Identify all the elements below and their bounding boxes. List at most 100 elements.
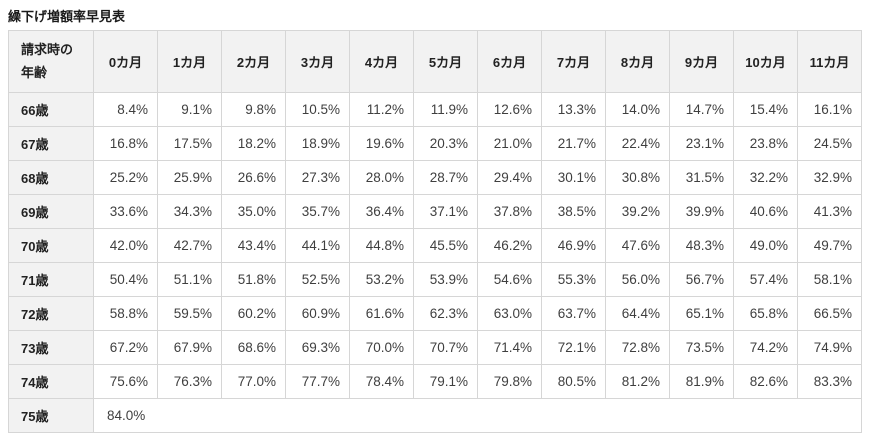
rate-cell: 79.8% xyxy=(477,364,542,399)
rate-cell: 69.3% xyxy=(285,330,350,365)
rate-cell: 44.8% xyxy=(349,228,414,263)
rate-cell: 43.4% xyxy=(221,228,286,263)
rate-cell: 32.2% xyxy=(733,160,798,195)
table-row: 71歳 50.4% 51.1% 51.8% 52.5% 53.2% 53.9% 54.6% 55… xyxy=(8,262,862,297)
rate-cell: 67.9% xyxy=(157,330,222,365)
age-column-header: 請求時の 年齢 xyxy=(8,30,94,93)
rate-cell: 18.2% xyxy=(221,126,286,161)
rate-cell: 56.7% xyxy=(669,262,734,297)
table-row: 73歳 67.2% 67.9% 68.6% 69.3% 70.0% 70.7% 71.4% 72… xyxy=(8,330,862,365)
rate-cell: 65.8% xyxy=(733,296,798,331)
rate-cell: 16.1% xyxy=(797,92,862,127)
month-header: 7カ月 xyxy=(541,30,606,93)
age-row-header: 69歳 xyxy=(8,194,94,229)
month-header: 0カ月 xyxy=(93,30,158,93)
age-row-header: 75歳 xyxy=(8,398,94,433)
month-header: 11カ月 xyxy=(797,30,862,93)
rate-cell: 79.1% xyxy=(413,364,478,399)
rate-cell: 22.4% xyxy=(605,126,670,161)
table-header-row: 請求時の 年齢 0カ月 1カ月 2カ月 3カ月 4カ月 5カ月 6カ月 7カ月 8カ月 9カ月 10… xyxy=(8,30,862,93)
rate-cell: 52.5% xyxy=(285,262,350,297)
rate-cell: 30.1% xyxy=(541,160,606,195)
rate-cell: 11.2% xyxy=(349,92,414,127)
rate-cell: 9.1% xyxy=(157,92,222,127)
rate-cell: 75.6% xyxy=(93,364,158,399)
rate-cell: 40.6% xyxy=(733,194,798,229)
rate-cell: 66.5% xyxy=(797,296,862,331)
rate-cell: 70.7% xyxy=(413,330,478,365)
rate-cell: 77.7% xyxy=(285,364,350,399)
rate-cell: 76.3% xyxy=(157,364,222,399)
table-head: 請求時の 年齢 0カ月 1カ月 2カ月 3カ月 4カ月 5カ月 6カ月 7カ月 8カ月 9カ月 10… xyxy=(8,30,862,93)
rate-cell: 51.1% xyxy=(157,262,222,297)
age-column-header-line1: 請求時の xyxy=(21,41,74,57)
rate-cell: 49.7% xyxy=(797,228,862,263)
rate-cell: 74.9% xyxy=(797,330,862,365)
rate-cell: 63.0% xyxy=(477,296,542,331)
rate-cell: 82.6% xyxy=(733,364,798,399)
rate-cell: 29.4% xyxy=(477,160,542,195)
rate-cell: 27.3% xyxy=(285,160,350,195)
rate-cell: 20.3% xyxy=(413,126,478,161)
rate-cell: 81.9% xyxy=(669,364,734,399)
month-header: 8カ月 xyxy=(605,30,670,93)
rate-cell: 51.8% xyxy=(221,262,286,297)
rate-cell: 14.7% xyxy=(669,92,734,127)
table-row: 69歳 33.6% 34.3% 35.0% 35.7% 36.4% 37.1% 37.8% 38… xyxy=(8,194,862,229)
rate-cell: 72.1% xyxy=(541,330,606,365)
rate-cell: 60.2% xyxy=(221,296,286,331)
rate-cell: 74.2% xyxy=(733,330,798,365)
age-row-header: 73歳 xyxy=(8,330,94,365)
rate-cell: 37.8% xyxy=(477,194,542,229)
rate-cell: 54.6% xyxy=(477,262,542,297)
month-header: 4カ月 xyxy=(349,30,414,93)
rate-cell: 30.8% xyxy=(605,160,670,195)
rate-cell: 19.6% xyxy=(349,126,414,161)
table-row: 67歳 16.8% 17.5% 18.2% 18.9% 19.6% 20.3% 21.0% 21… xyxy=(8,126,862,161)
rate-cell: 80.5% xyxy=(541,364,606,399)
month-header: 3カ月 xyxy=(285,30,350,93)
table-body: 66歳 8.4% 9.1% 9.8% 10.5% 11.2% 11.9% 12.6% 13.3%… xyxy=(8,92,862,433)
rate-cell: 28.0% xyxy=(349,160,414,195)
rate-cell: 39.9% xyxy=(669,194,734,229)
rate-cell: 77.0% xyxy=(221,364,286,399)
rate-cell: 14.0% xyxy=(605,92,670,127)
rate-cell: 60.9% xyxy=(285,296,350,331)
rate-cell: 16.8% xyxy=(93,126,158,161)
rate-cell: 84.0% xyxy=(93,398,862,433)
rate-cell: 58.8% xyxy=(93,296,158,331)
month-header: 5カ月 xyxy=(413,30,478,93)
rate-cell: 37.1% xyxy=(413,194,478,229)
rate-cell: 83.3% xyxy=(797,364,862,399)
rate-cell: 35.0% xyxy=(221,194,286,229)
rate-cell: 26.6% xyxy=(221,160,286,195)
rate-cell: 18.9% xyxy=(285,126,350,161)
table-row: 66歳 8.4% 9.1% 9.8% 10.5% 11.2% 11.9% 12.6% 13.3%… xyxy=(8,92,862,127)
rate-cell: 57.4% xyxy=(733,262,798,297)
age-row-header: 70歳 xyxy=(8,228,94,263)
table-row: 68歳 25.2% 25.9% 26.6% 27.3% 28.0% 28.7% 29.4% 30… xyxy=(8,160,862,195)
rate-cell: 12.6% xyxy=(477,92,542,127)
deferral-rate-table: 請求時の 年齢 0カ月 1カ月 2カ月 3カ月 4カ月 5カ月 6カ月 7カ月 8カ月 9カ月 10… xyxy=(8,30,862,433)
rate-cell: 68.6% xyxy=(221,330,286,365)
rate-cell: 34.3% xyxy=(157,194,222,229)
rate-cell: 9.8% xyxy=(221,92,286,127)
rate-cell: 36.4% xyxy=(349,194,414,229)
rate-cell: 21.0% xyxy=(477,126,542,161)
rate-cell: 41.3% xyxy=(797,194,862,229)
rate-cell: 72.8% xyxy=(605,330,670,365)
month-header: 2カ月 xyxy=(221,30,286,93)
rate-cell: 59.5% xyxy=(157,296,222,331)
month-header: 1カ月 xyxy=(157,30,222,93)
rate-cell: 46.9% xyxy=(541,228,606,263)
rate-cell: 42.0% xyxy=(93,228,158,263)
rate-cell: 56.0% xyxy=(605,262,670,297)
table-row: 70歳 42.0% 42.7% 43.4% 44.1% 44.8% 45.5% 46.2% 46… xyxy=(8,228,862,263)
age-row-header: 72歳 xyxy=(8,296,94,331)
rate-cell: 78.4% xyxy=(349,364,414,399)
rate-cell: 53.9% xyxy=(413,262,478,297)
table-row: 75歳 84.0% xyxy=(8,398,862,433)
rate-cell: 31.5% xyxy=(669,160,734,195)
rate-cell: 8.4% xyxy=(93,92,158,127)
rate-cell: 32.9% xyxy=(797,160,862,195)
